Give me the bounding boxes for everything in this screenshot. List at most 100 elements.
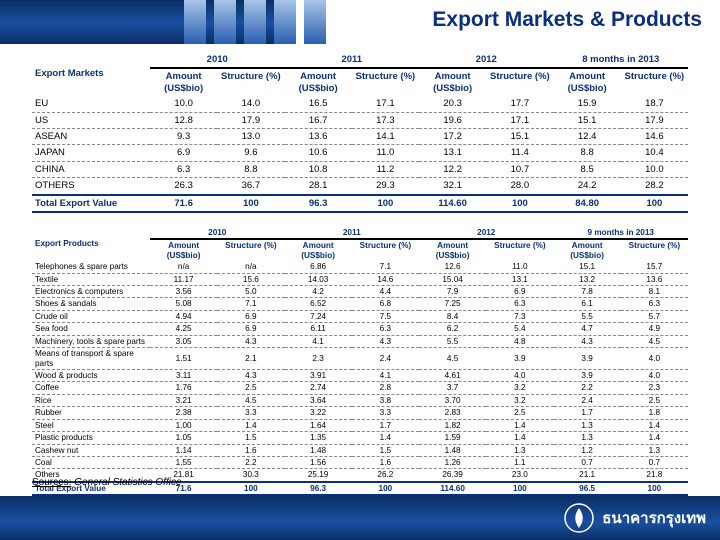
cell: 2.74 — [285, 382, 352, 394]
cell: 6.2 — [419, 323, 486, 335]
cell: 19.6 — [419, 112, 486, 128]
topbar: Export Markets & Products — [0, 0, 720, 44]
cell: 11.0 — [486, 261, 553, 273]
export-products-table: Export Products2010201120129 months in 2… — [32, 227, 688, 496]
row-label: CHINA — [32, 161, 150, 177]
cell: 10.7 — [486, 161, 553, 177]
cell: 8.8 — [554, 145, 621, 161]
table-row: Sea food4.256.96.116.36.25.44.74.9 — [32, 323, 688, 335]
total-cell: 100 — [621, 482, 688, 495]
cell: 2.5 — [621, 394, 688, 406]
table-row: Telephones & spare partsn/an/a6.867.112.… — [32, 261, 688, 273]
cell: 15.6 — [217, 273, 284, 285]
cell: 4.3 — [217, 335, 284, 347]
total-cell: 100 — [486, 482, 553, 495]
cell: 7.1 — [352, 261, 419, 273]
cell: 4.0 — [486, 369, 553, 381]
cell: 28.1 — [285, 178, 352, 195]
cell: 4.5 — [217, 394, 284, 406]
cell: 1.00 — [150, 419, 217, 431]
cell: 1.82 — [419, 419, 486, 431]
sub-header: Structure (%) — [621, 239, 688, 261]
cell: 30.3 — [217, 469, 284, 482]
table-row: Cashew nut1.141.61.481.51.481.31.21.3 — [32, 444, 688, 456]
tables-area: Export Markets2010201120128 months in 20… — [32, 52, 688, 496]
total-cell: 96.3 — [285, 195, 352, 212]
cell: 3.21 — [150, 394, 217, 406]
row-label: Steel — [32, 419, 150, 431]
cell: 10.0 — [150, 96, 217, 112]
cell: 0.7 — [621, 456, 688, 468]
footer-text: ธนาคารกรุงเทพ — [602, 506, 706, 530]
table-row: Coffee1.762.52.742.83.73.22.22.3 — [32, 382, 688, 394]
cell: 5.5 — [419, 335, 486, 347]
cell: 17.7 — [486, 96, 553, 112]
cell: 3.8 — [352, 394, 419, 406]
cell: 5.0 — [217, 286, 284, 298]
sub-header: Amount (US$bio) — [554, 68, 621, 96]
cell: 6.3 — [621, 298, 688, 310]
cell: 32.1 — [419, 178, 486, 195]
table-row: ASEAN9.313.013.614.117.215.112.414.6 — [32, 128, 688, 144]
sub-header: Amount (US$bio) — [419, 68, 486, 96]
cell: 17.9 — [621, 112, 688, 128]
row-label: ASEAN — [32, 128, 150, 144]
cell: 8.5 — [554, 161, 621, 177]
table-row: Textile11.1715.614.0314.615.0413.113.213… — [32, 273, 688, 285]
total-cell: 100 — [621, 195, 688, 212]
cell: 4.3 — [217, 369, 284, 381]
bank-name-thai: ธนาคารกรุงเทพ — [602, 510, 706, 527]
cell: 1.7 — [352, 419, 419, 431]
cell: 17.1 — [352, 96, 419, 112]
cell: 4.2 — [285, 286, 352, 298]
row-label: US — [32, 112, 150, 128]
cell: 29.3 — [352, 178, 419, 195]
cell: 4.61 — [419, 369, 486, 381]
cell: 1.59 — [419, 432, 486, 444]
row-label: Cashew nut — [32, 444, 150, 456]
cell: 2.4 — [554, 394, 621, 406]
cell: 1.4 — [217, 419, 284, 431]
table-row: Machinery, tools & spare parts3.054.34.1… — [32, 335, 688, 347]
cell: 15.1 — [554, 261, 621, 273]
cell: 15.7 — [621, 261, 688, 273]
total-cell: 96.3 — [285, 482, 352, 495]
cell: 1.6 — [352, 456, 419, 468]
sub-header: Structure (%) — [486, 239, 553, 261]
period-header: 2010 — [150, 227, 285, 239]
period-header: 8 months in 2013 — [554, 52, 689, 68]
cell: 5.4 — [486, 323, 553, 335]
cell: 7.8 — [554, 286, 621, 298]
cell: 1.26 — [419, 456, 486, 468]
cell: 4.3 — [352, 335, 419, 347]
cell: 8.8 — [217, 161, 284, 177]
sub-header: Amount (US$bio) — [285, 239, 352, 261]
row-label: EU — [32, 96, 150, 112]
cell: 14.03 — [285, 273, 352, 285]
table-corner: Export Products — [32, 227, 150, 261]
bank-logo-icon — [564, 503, 594, 533]
cell: 4.7 — [554, 323, 621, 335]
cell: 6.3 — [150, 161, 217, 177]
slide: Export Markets & Products Export Markets… — [0, 0, 720, 540]
cell: 3.05 — [150, 335, 217, 347]
cell: 14.1 — [352, 128, 419, 144]
total-cell: 84.80 — [554, 195, 621, 212]
cell: 8.1 — [621, 286, 688, 298]
total-cell: 114.60 — [419, 195, 486, 212]
cell: 17.2 — [419, 128, 486, 144]
cell: 13.6 — [285, 128, 352, 144]
cell: 1.3 — [554, 419, 621, 431]
cell: 1.48 — [285, 444, 352, 456]
total-cell: 100 — [217, 195, 284, 212]
cell: 1.1 — [486, 456, 553, 468]
table-row: OTHERS26.336.728.129.332.128.024.228.2 — [32, 178, 688, 195]
cell: 15.9 — [554, 96, 621, 112]
cell: 3.70 — [419, 394, 486, 406]
cell: 7.24 — [285, 310, 352, 322]
cell: 1.55 — [150, 456, 217, 468]
cell: n/a — [217, 261, 284, 273]
cell: 23.0 — [486, 469, 553, 482]
row-label: Means of transport & spare parts — [32, 348, 150, 370]
cell: 6.8 — [352, 298, 419, 310]
